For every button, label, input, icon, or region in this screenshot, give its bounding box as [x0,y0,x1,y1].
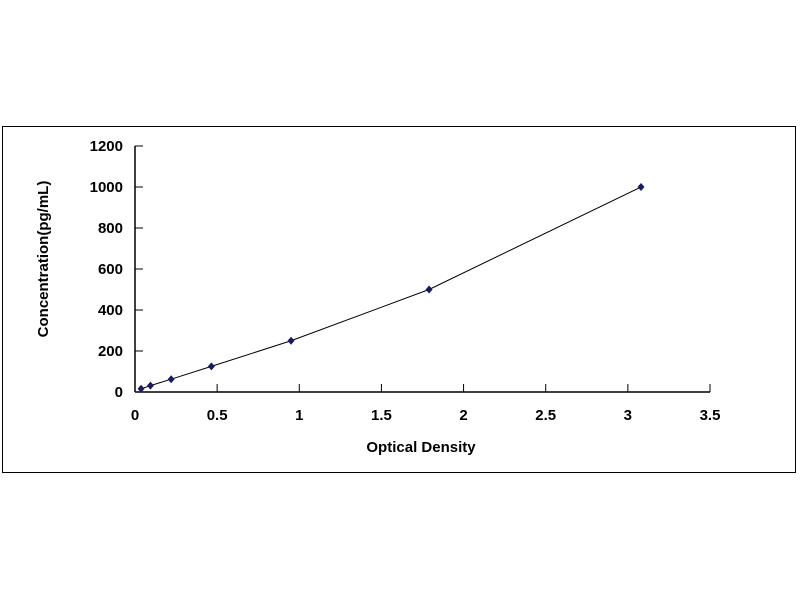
y-tick-label: 400 [98,302,123,319]
x-tick-label: 3 [624,407,632,424]
x-tick-label: 0 [131,407,139,424]
data-point [637,183,645,191]
data-point [425,285,433,294]
data-point [167,375,175,384]
x-axis-label: Optical Density [366,439,476,456]
chart-frame [2,126,796,473]
x-tick-label: 0.5 [207,407,228,424]
y-axis-label: Concentration(pg/mL) [35,181,52,338]
y-tick-label: 800 [98,220,123,237]
x-tick-label: 1.5 [371,407,392,424]
y-tick-label: 200 [98,343,123,360]
x-tick-label: 3.5 [700,407,721,424]
fit-curve [140,186,642,390]
y-tick-label: 1000 [90,179,123,196]
x-tick-label: 2 [459,407,467,424]
data-point [287,336,295,345]
data-point [137,384,145,393]
x-tick-label: 1 [295,407,303,424]
y-tick-label: 1200 [90,138,123,155]
y-tick-label: 0 [115,384,123,401]
data-point [207,362,215,371]
y-tick-label: 600 [98,261,123,278]
x-tick-label: 2.5 [535,407,556,424]
data-point [146,381,154,390]
